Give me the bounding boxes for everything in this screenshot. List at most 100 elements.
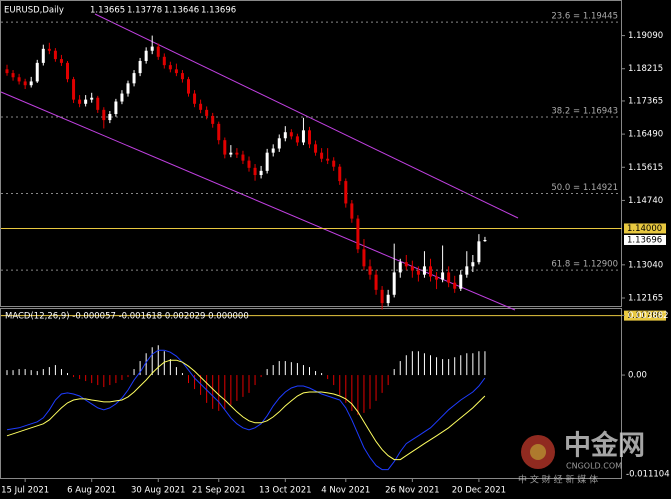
- candle-body: [180, 73, 184, 80]
- macd-bar: [466, 353, 468, 376]
- macd-bar: [12, 370, 14, 376]
- candle-body: [187, 79, 190, 94]
- current-price-label: 1.13696: [627, 235, 662, 245]
- macd-bar: [236, 375, 238, 401]
- macd-bar: [67, 373, 68, 376]
- macd-bar: [127, 375, 129, 378]
- macd-bar: [145, 353, 147, 376]
- x-tick-label: 30 Aug 2021: [131, 486, 185, 496]
- macd-bar: [109, 375, 111, 386]
- macd-bar: [230, 375, 232, 405]
- macd-bar: [163, 351, 165, 376]
- candle-body: [84, 99, 88, 104]
- macd-bar: [103, 375, 105, 388]
- macd-bar: [242, 375, 244, 397]
- macd-bar: [169, 359, 171, 376]
- candle-body: [199, 103, 203, 110]
- ohlc-value: 1.13646: [164, 6, 199, 16]
- macd-bar: [387, 375, 389, 386]
- macd-line: [6, 349, 486, 471]
- candle-body: [465, 266, 469, 275]
- candle-body: [471, 262, 475, 267]
- macd-frame: [0, 308, 622, 479]
- candle-body: [386, 294, 390, 304]
- macd-bar: [200, 375, 202, 395]
- y-tick-label: 1.18215: [628, 64, 663, 74]
- candle-body: [289, 132, 293, 137]
- candle-body: [253, 167, 257, 176]
- candle-body: [326, 158, 330, 161]
- candle-body: [193, 93, 197, 104]
- macd-bar: [260, 375, 262, 378]
- price-label-box: [624, 310, 666, 321]
- x-tick-label: 13 Oct 2021: [259, 486, 312, 496]
- candle-body: [138, 60, 142, 74]
- macd-bar: [206, 375, 208, 403]
- macd-bar: [369, 375, 371, 409]
- candle-body: [380, 289, 384, 304]
- candle-body: [41, 48, 45, 63]
- candle-body: [374, 274, 378, 290]
- candle-body: [410, 266, 414, 271]
- candle-body: [114, 101, 118, 115]
- macd-bar: [133, 369, 135, 376]
- candle-body: [308, 130, 311, 145]
- fib-label: 23.6 = 1.19445: [551, 12, 618, 22]
- candle-body: [17, 77, 21, 82]
- watermark-name: 中金网: [564, 430, 645, 462]
- candle-body: [477, 241, 481, 263]
- y-tick-label: 1.12165: [628, 293, 663, 303]
- ohlc-value: 1.13696: [201, 6, 236, 16]
- macd-bar: [405, 355, 407, 376]
- macd-bottom-label: -0.011104: [626, 470, 670, 480]
- macd-bar: [333, 375, 335, 386]
- watermark: 中金网 CNGOLD.COM 中 文 财 经 新 媒 体: [518, 430, 645, 486]
- candle-body: [277, 138, 281, 149]
- x-tick-label: 15 Jul 2021: [1, 486, 49, 496]
- macd-bar: [339, 375, 341, 395]
- candle-body: [162, 56, 166, 66]
- x-tick-label: 26 Nov 2021: [385, 486, 439, 496]
- macd-bar: [381, 375, 383, 393]
- macd-bar: [73, 375, 75, 378]
- macd-bar: [79, 375, 81, 380]
- macd-bar: [278, 361, 280, 376]
- macd-bar: [375, 375, 377, 401]
- macd-bar: [345, 375, 347, 403]
- macd-bar: [448, 359, 450, 376]
- candle-body: [229, 152, 233, 155]
- candle-body: [235, 152, 239, 155]
- macd-bar: [24, 369, 26, 376]
- candle-body: [66, 62, 69, 80]
- macd-bar: [151, 347, 153, 376]
- y-tick-label: 1.16490: [628, 130, 663, 140]
- macd-bar: [327, 375, 329, 380]
- candle-body: [23, 81, 27, 86]
- candle-body: [435, 276, 439, 280]
- candle-body: [404, 262, 408, 267]
- candle-body: [217, 123, 221, 141]
- macd-title: MACD(12,26,9) -0.000057 -0.001618 0.0020…: [5, 312, 249, 322]
- candle-body: [102, 109, 106, 121]
- macd-bar: [417, 351, 419, 376]
- candle-body: [35, 62, 39, 82]
- x-tick-label: 20 Dec 2021: [452, 486, 506, 496]
- macd-bar: [157, 345, 159, 376]
- macd-bar: [363, 375, 365, 413]
- candle-body: [259, 170, 263, 176]
- macd-bar: [139, 361, 141, 376]
- macd-bar: [430, 355, 431, 376]
- candle-body: [150, 46, 154, 51]
- macd-bar: [60, 369, 62, 376]
- candle-body: [168, 65, 172, 70]
- candle-body: [416, 270, 420, 275]
- macd-bar: [224, 375, 226, 409]
- candle-body: [441, 272, 445, 280]
- candle-body: [344, 181, 348, 204]
- macd-bar: [18, 369, 20, 376]
- candle-body: [368, 266, 372, 275]
- candle-body: [144, 50, 148, 61]
- fib-label: 38.2 = 1.16943: [551, 106, 618, 116]
- candle-body: [459, 274, 463, 289]
- candle-body: [156, 46, 160, 57]
